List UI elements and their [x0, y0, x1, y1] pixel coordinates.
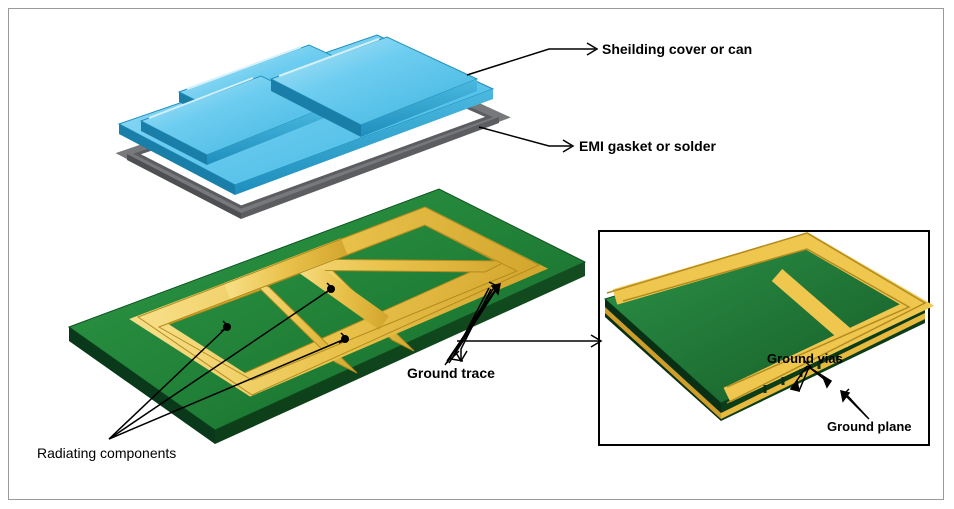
- shield-can: [119, 35, 493, 195]
- label-vias: Ground vias: [767, 351, 843, 366]
- label-radiating: Radiating components: [37, 445, 176, 461]
- label-gasket: EMI gasket or solder: [579, 138, 716, 154]
- figure-frame: Sheilding cover or can EMI gasket or sol…: [8, 8, 944, 500]
- inset: [599, 231, 929, 445]
- label-plane: Ground plane: [827, 419, 912, 434]
- label-trace: Ground trace: [407, 365, 495, 381]
- diagram-svg: [9, 9, 945, 501]
- label-shield: Sheilding cover or can: [602, 41, 752, 57]
